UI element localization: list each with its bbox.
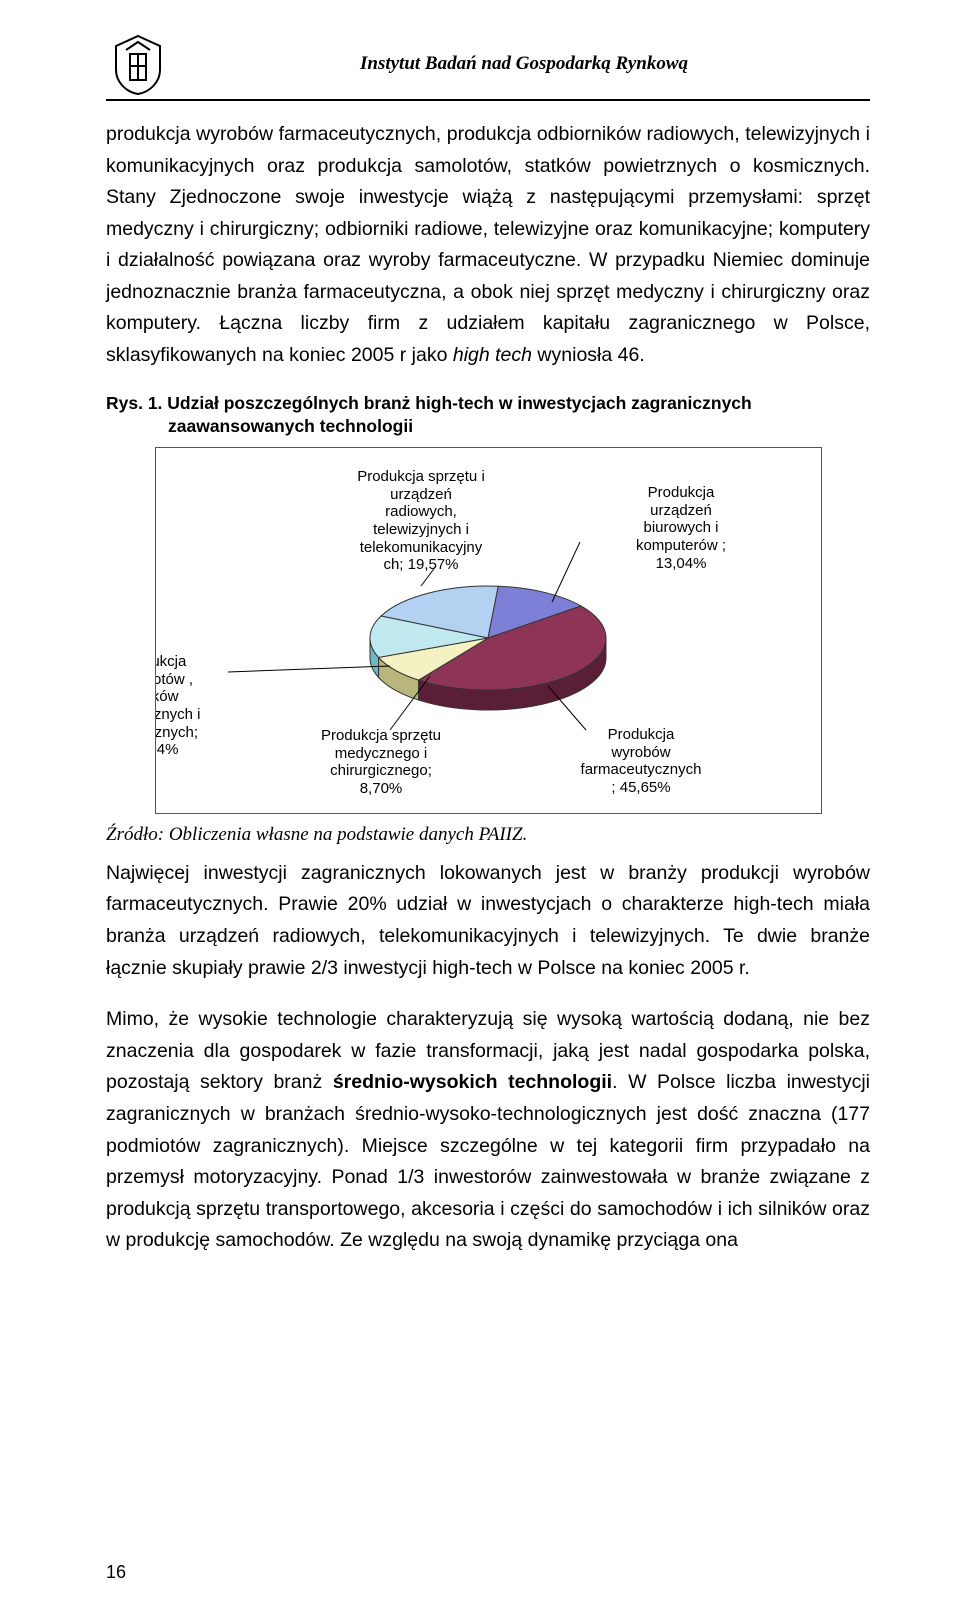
pie-label: Produkcja sprzętu iurządzeńradiowych,tel… (341, 468, 501, 574)
figure-1-chart-wrap: Produkcja sprzętu iurządzeńradiowych,tel… (106, 447, 870, 814)
institute-name: Instytut Badań nad Gospodarką Rynkową (178, 53, 870, 75)
paragraph-3b: . W Polsce liczba inwestycji zagraniczny… (106, 1071, 870, 1251)
figure-caption-lead: Rys. 1. (106, 393, 167, 413)
paragraph-1: produkcja wyrobów farmaceutycznych, prod… (106, 119, 870, 372)
institute-logo (106, 32, 170, 96)
page-header: Instytut Badań nad Gospodarką Rynkową (106, 32, 870, 101)
paragraph-1-tail: wyniosła 46. (532, 344, 645, 366)
pie-label: Produkcjasamolotów ,statkówpowietrznych … (156, 653, 228, 759)
paragraph-3-bold: średnio-wysokich technologii (333, 1071, 612, 1093)
figure-source: Źródło: Obliczenia własne na podstawie d… (106, 824, 870, 846)
pie-label: Produkcjaurządzeńbiurowych ikomputerów ;… (611, 484, 751, 572)
pie-chart-svg: Produkcja sprzętu iurządzeńradiowych,tel… (156, 448, 821, 813)
pie-chart: Produkcja sprzętu iurządzeńradiowych,tel… (155, 447, 822, 814)
paragraph-2: Najwięcej inwestycji zagranicznych lokow… (106, 858, 870, 984)
paragraph-1-italic: high tech (453, 344, 532, 366)
pie-label: Produkcjawyrobówfarmaceutycznych; 45,65% (556, 726, 726, 797)
pie-label: Produkcja sprzętumedycznego ichirurgiczn… (296, 727, 466, 798)
figure-caption-line2: zaawansowanych technologii (106, 415, 870, 439)
figure-1-caption: Rys. 1. Udział poszczególnych branż high… (106, 392, 870, 439)
figure-caption-line1: Udział poszczególnych branż high-tech w … (167, 393, 751, 413)
page-number: 16 (106, 1562, 126, 1583)
paragraph-3: Mimo, że wysokie technologie charakteryz… (106, 1004, 870, 1257)
paragraph-1-main: produkcja wyrobów farmaceutycznych, prod… (106, 123, 870, 366)
